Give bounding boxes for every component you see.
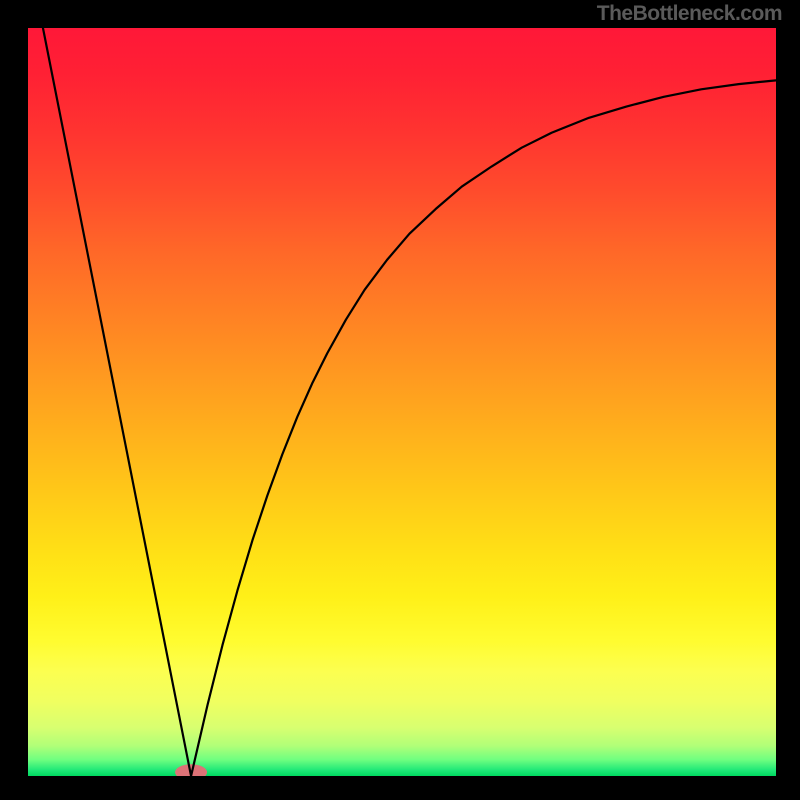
chart-svg	[28, 28, 776, 776]
chart-container: TheBottleneck.com	[0, 0, 800, 800]
watermark-text: TheBottleneck.com	[597, 2, 782, 26]
plot-area	[28, 28, 776, 776]
gradient-background	[28, 28, 776, 776]
